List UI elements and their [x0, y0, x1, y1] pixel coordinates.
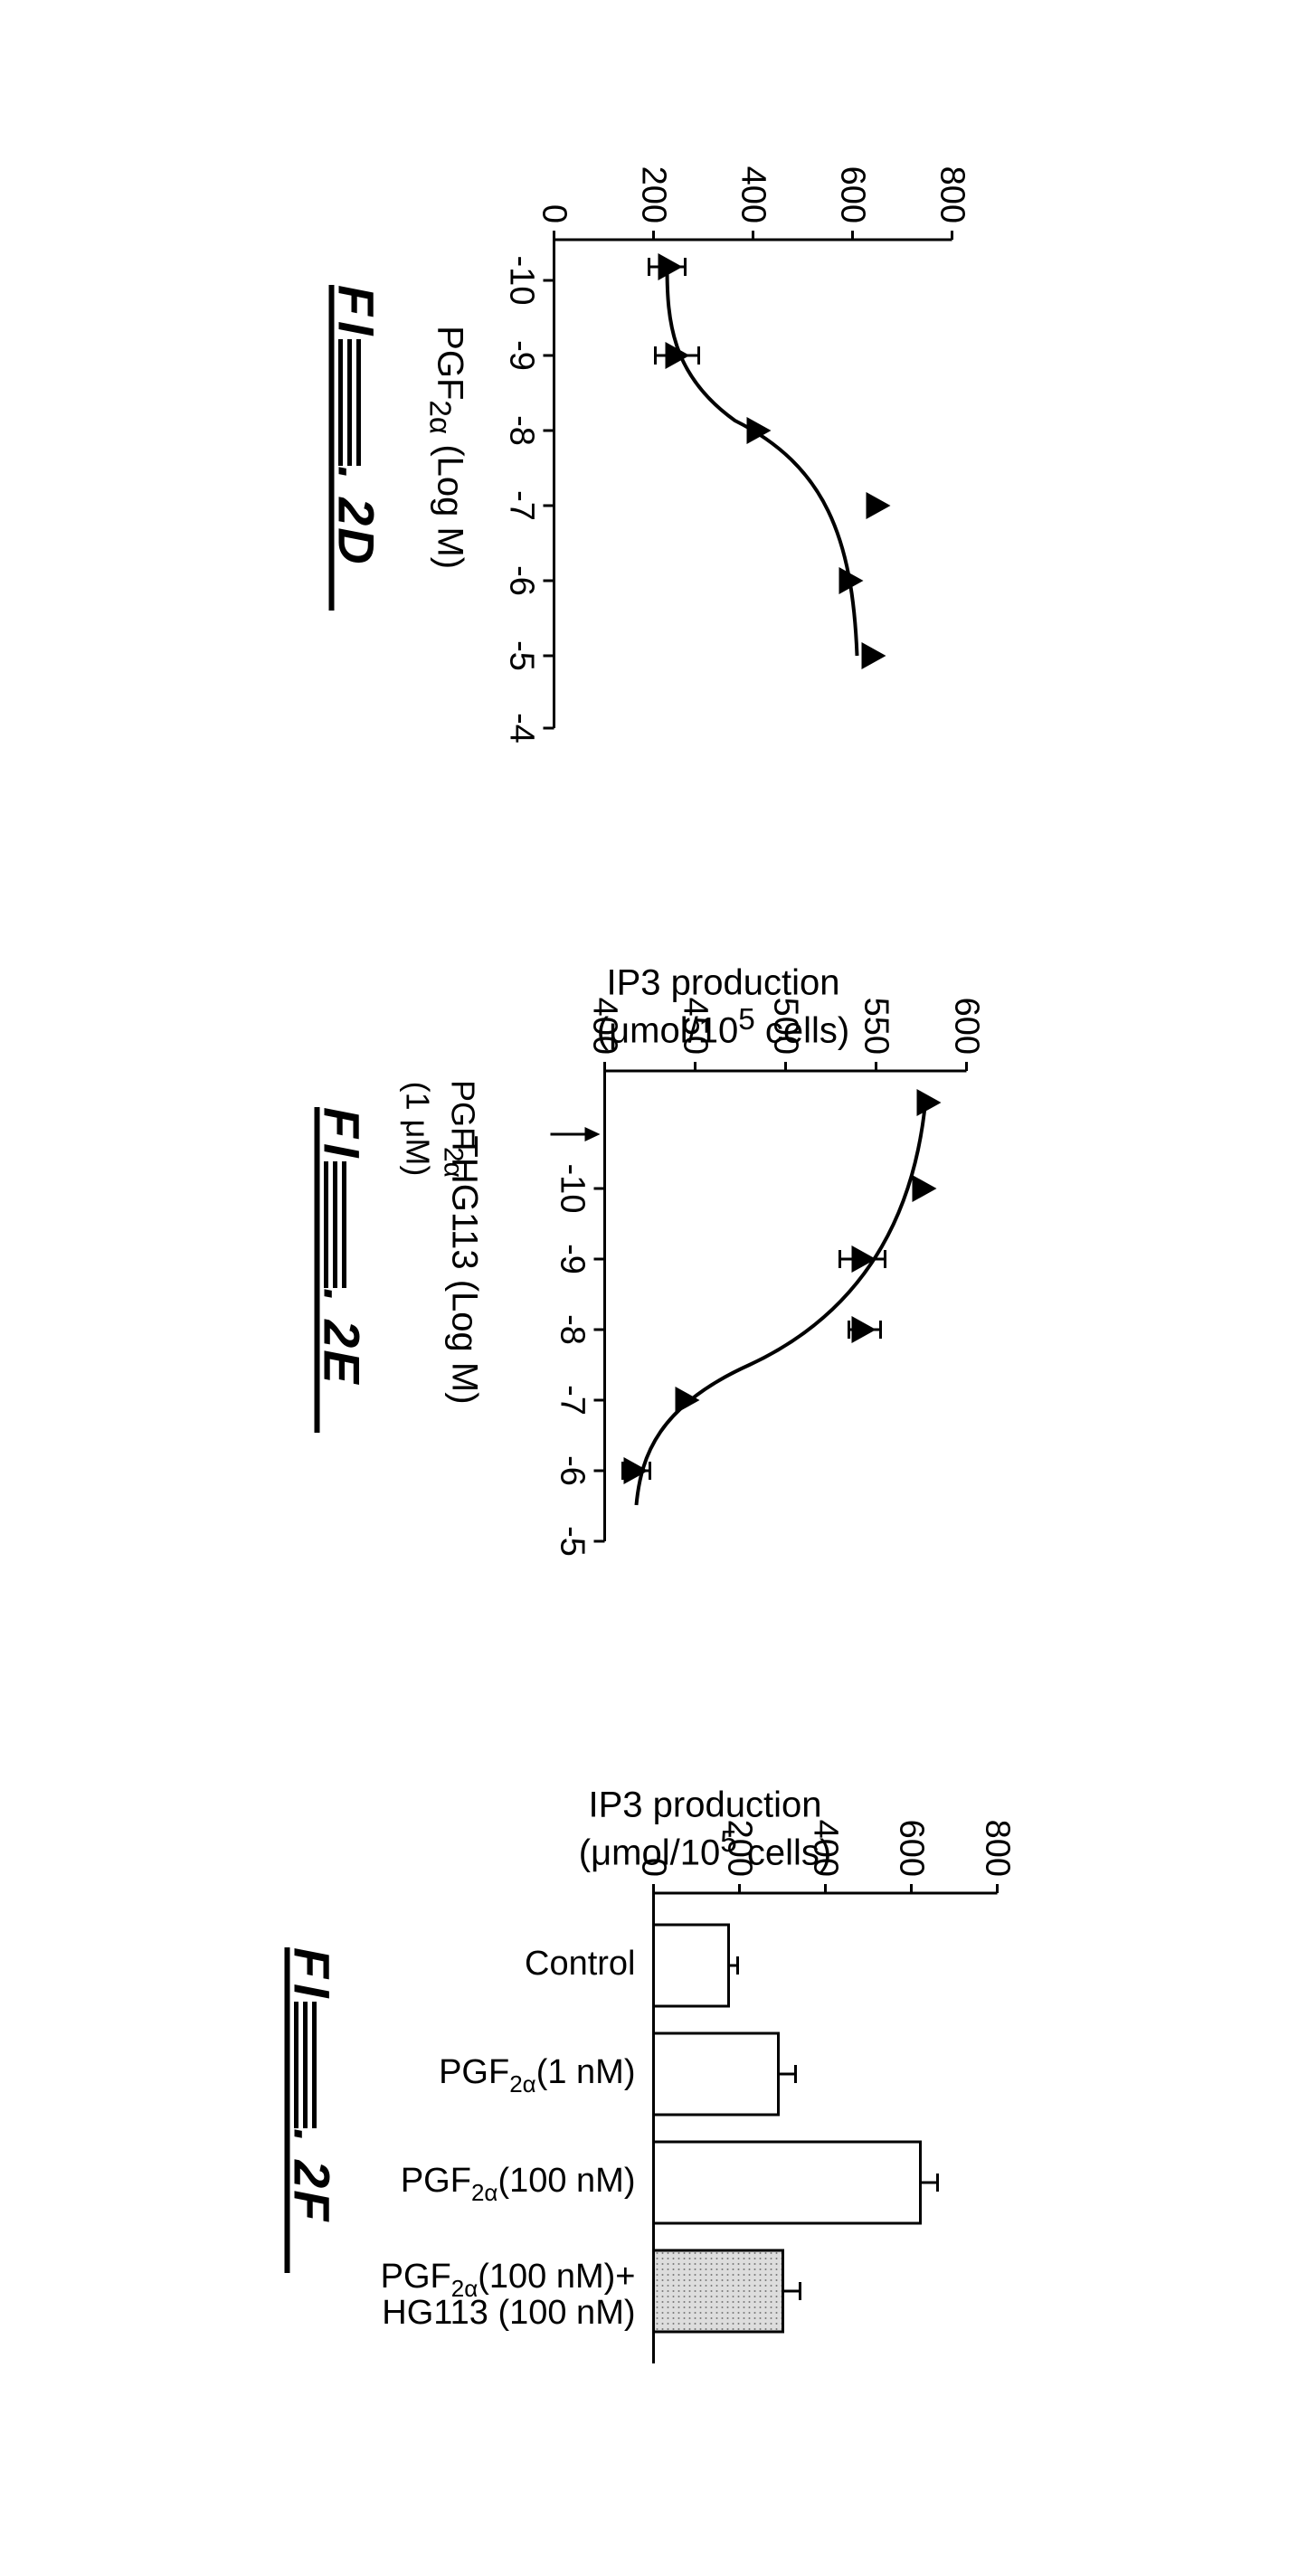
bar-pgf-thg — [653, 2250, 782, 2332]
cat-2f-3b: THG113 (100 nM) — [382, 2294, 635, 2332]
svg-text:I: I — [314, 1143, 371, 1160]
xtick-2e-0: -10 — [554, 1164, 592, 1214]
chart-2e-wrap: IP3 production(μmol/105 cells) 400 450 5… — [444, 962, 1003, 1577]
annotation-2e-sub: (1 μM) — [399, 1080, 437, 1178]
ylabel-2f: IP3 production(μmol/105 cells) — [579, 1785, 831, 1874]
bar-control — [653, 1925, 728, 2006]
xtick-2d-0: -10 — [503, 255, 541, 305]
ytick-2f-4: 800 — [978, 1820, 1016, 1877]
annotation-arrow-2e — [551, 1127, 601, 1141]
svg-text:F: F — [283, 1947, 340, 1980]
bar-pgf100nm — [653, 2142, 920, 2223]
caption-2d: F I . 2D — [310, 285, 386, 611]
panel-2d: 0 200 400 600 800 -10 -9 -8 -7 -6 -5 -4 — [310, 140, 989, 755]
svg-text:. 2F: . 2F — [283, 2128, 340, 2222]
ylabel-2e: IP3 production(μmol/105 cells) — [597, 963, 849, 1052]
xtick-2d-6: -4 — [503, 713, 541, 743]
curve-2e — [637, 1098, 926, 1505]
xtick-2d-5: -5 — [503, 640, 541, 671]
caption-2e: F I . 2E — [296, 1107, 372, 1433]
svg-text:F: F — [328, 285, 385, 317]
ylabel-2f-text: IP3 production(μmol/105 cells) — [579, 1785, 831, 1873]
ytick-2d-800: 800 — [933, 166, 971, 223]
bar-pgf1nm — [653, 2033, 778, 2115]
markers-2e — [624, 1089, 942, 1484]
ytick-2d-200: 200 — [635, 166, 673, 223]
xtick-2e-4: -6 — [554, 1455, 592, 1486]
chart-2e-svg: 400 450 500 550 600 -10 -9 -8 -7 -6 -5 — [497, 962, 1003, 1577]
xtick-2d-1: -9 — [503, 340, 541, 371]
ytick-2d-600: 600 — [834, 166, 872, 223]
ytick-2d-0: 0 — [535, 204, 573, 223]
xlabels-2f: Control PGF2α(1 nM) PGF2α(100 nM) PGF2α(… — [382, 1945, 635, 2332]
xtick-2e-5: -5 — [554, 1526, 592, 1557]
xtick-2e-2: -8 — [554, 1314, 592, 1345]
svg-text:I: I — [328, 321, 385, 337]
yticks-2d: 0 200 400 600 800 — [535, 166, 971, 239]
figure-row: 0 200 400 600 800 -10 -9 -8 -7 -6 -5 -4 — [0, 0, 1298, 2576]
chart-2d-wrap: 0 200 400 600 800 -10 -9 -8 -7 -6 -5 -4 — [422, 140, 989, 755]
chart-2f-wrap: IP3 production(μmol/105 cells) 0 200 400… — [377, 1785, 1033, 2436]
svg-text:. 2E: . 2E — [314, 1288, 371, 1386]
xlabel-2e: THG113 (Log M) — [444, 962, 485, 1577]
cat-2f-0: Control — [525, 1945, 636, 1983]
caption-2e-svg: F I . 2E — [308, 1107, 372, 1433]
ytick-2e-4: 600 — [948, 998, 986, 1055]
xtick-2d-3: -7 — [503, 490, 541, 521]
annotation-2e-label: PGF2α — [437, 1080, 481, 1178]
svg-text:I: I — [283, 1984, 340, 2000]
caption-2d-svg: F I . 2D — [323, 285, 386, 611]
annotation-2e: PGF2α (1 μM) — [399, 1080, 481, 1178]
xtick-2d-4: -6 — [503, 565, 541, 596]
panel-2e: IP3 production(μmol/105 cells) 400 450 5… — [296, 962, 1003, 1577]
cat-2f-1: PGF2α(1 nM) — [439, 2053, 635, 2098]
xticks-2d: -10 -9 -8 -7 -6 -5 -4 — [503, 255, 554, 743]
caption-2f: F I . 2F — [265, 1947, 341, 2273]
svg-text:. 2D: . 2D — [328, 466, 385, 566]
ytick-2d-400: 400 — [734, 166, 772, 223]
bars-2f — [653, 1925, 937, 2332]
xticks-2e: -10 -9 -8 -7 -6 -5 — [554, 1164, 605, 1557]
xlabel-2d-text: PGF2α (Log M) — [431, 326, 470, 569]
curve-2d — [668, 267, 857, 656]
caption-2f-svg: F I . 2F — [278, 1947, 341, 2273]
ylabel-2e-text: IP3 production(μmol/105 cells) — [597, 963, 849, 1051]
chart-2f-svg: 0 200 400 600 800 — [382, 1785, 1033, 2436]
xlabel-2d: PGF2α (Log M) — [422, 140, 470, 755]
chart-2d-svg: 0 200 400 600 800 -10 -9 -8 -7 -6 -5 -4 — [482, 140, 989, 755]
ytick-2e-3: 550 — [857, 998, 895, 1055]
ytick-2f-3: 600 — [892, 1820, 930, 1877]
xtick-2e-1: -9 — [554, 1244, 592, 1274]
svg-text:F: F — [314, 1107, 371, 1140]
xtick-2d-2: -8 — [503, 415, 541, 446]
cat-2f-2: PGF2α(100 nM) — [400, 2162, 635, 2206]
xtick-2e-3: -7 — [554, 1385, 592, 1416]
panel-2f: IP3 production(μmol/105 cells) 0 200 400… — [265, 1785, 1033, 2436]
